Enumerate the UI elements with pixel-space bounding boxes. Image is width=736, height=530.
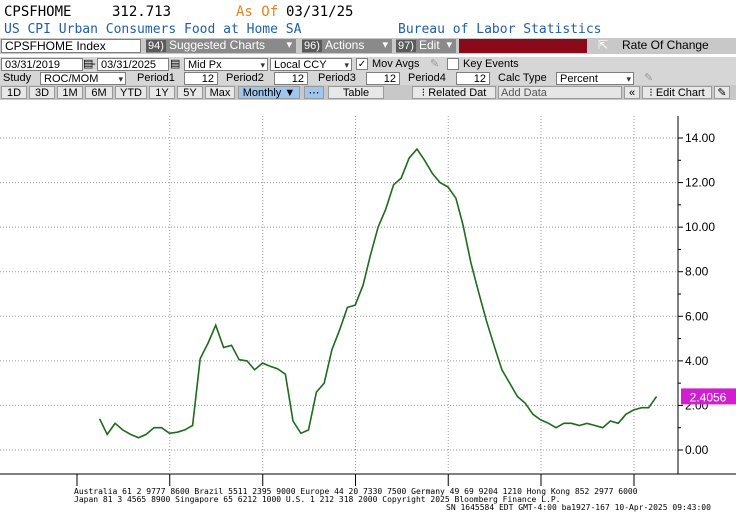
edit-chart-button[interactable]: ⁝ Edit Chart [642,86,712,99]
y-tick-label: 14.00 [685,131,715,145]
external-link-icon[interactable]: ⇱ [598,38,609,52]
rate-of-change-title: Rate Of Change [622,38,709,52]
security-description: US CPI Urban Consumers Food at Home SA [4,22,302,37]
study-controls: Study ROC/MOM Period1 12 Period2 12 Peri… [0,71,736,85]
chevron-down-icon: ▾ [446,39,452,51]
suggested-charts-number: 94) [146,40,166,52]
y-tick-label: 6.00 [685,309,709,323]
table-button[interactable]: Table [328,86,384,99]
y-tick-label: 10.00 [685,220,715,234]
chart-style-button[interactable]: ⋯ [304,86,324,99]
actions-label: Actions [324,38,365,52]
mov-avgs-label: Mov Avgs [372,58,420,70]
end-date-field[interactable]: 03/31/2025 [97,58,169,71]
security-field[interactable]: CPSFHOME Index [1,39,141,53]
range-button-3d[interactable]: 3D [29,86,55,99]
security-header: CPSFHOME 312.713 As Of 03/31/25 US CPI U… [0,0,736,38]
pencil-icon[interactable]: ✎ [430,58,440,70]
currency-select[interactable]: Local CCY [270,58,352,71]
calc-type-select[interactable]: Percent [556,72,634,85]
actions-number: 96) [302,40,322,52]
range-button-1y[interactable]: 1Y [149,86,175,99]
as-of-date: 03/31/25 [286,4,354,20]
y-tick-label: 4.00 [685,354,709,368]
edit-chart-label: Edit Chart [655,87,705,99]
study-select[interactable]: ROC/MOM [40,72,126,85]
period1-input[interactable]: 12 [184,72,218,85]
range-button-1d[interactable]: 1D [1,86,27,99]
add-data-input[interactable]: Add Data [498,86,622,99]
period1-label: Period1 [137,72,175,84]
chevron-down-icon: ▾ [382,39,388,51]
calc-type-label: Calc Type [498,72,547,84]
last-value: 312.713 [112,4,172,20]
double-chevron-left-icon[interactable]: « [624,86,640,99]
series-line[interactable] [98,147,658,439]
y-tick-label: 8.00 [685,265,709,279]
frequency-select[interactable]: Monthly ▼ [238,86,300,99]
edit-number: 97) [396,40,416,52]
calendar-icon[interactable]: ▤ [83,58,94,70]
title-accent-bar [459,39,587,53]
mov-avgs-checkbox[interactable]: ✓ [356,58,368,70]
period2-input[interactable]: 12 [274,72,308,85]
pencil-icon[interactable]: ✎ [644,72,654,84]
range-controls: 1D 3D 1M 6M YTD 1Y 5Y Max Monthly ▼ ⋯ Table ⁝ R… [0,85,736,100]
last-value-badge [681,388,736,405]
key-events-checkbox[interactable] [447,58,459,70]
edit-button[interactable]: 97) Edit ▾ [396,39,456,53]
frequency-label: Monthly [242,87,282,99]
period3-label: Period3 [318,72,356,84]
suggested-charts-button[interactable]: 94) Suggested Charts ▾ [146,39,296,53]
price-field-select[interactable]: Mid Px [184,58,268,71]
footer: Australia 61 2 9777 8600 Brazil 5511 239… [0,486,736,530]
chart-background [0,116,736,500]
data-source: Bureau of Labor Statistics [398,22,602,37]
chevron-down-icon: ▾ [286,39,292,51]
key-events-label: Key Events [463,58,519,70]
toolbar: CPSFHOME Index 94) Suggested Charts ▾ 96… [0,38,736,54]
range-button-6m[interactable]: 6M [85,86,113,99]
range-button-1m[interactable]: 1M [57,86,83,99]
y-tick-label: 12.00 [685,176,715,190]
chart-settings-icon[interactable]: ✎ [714,86,730,99]
footer-contacts-line-2: Japan 81 3 4565 8900 Singapore 65 6212 1… [74,495,561,504]
edit-label: Edit [418,38,440,52]
date-separator: - [92,58,96,70]
y-tick-label: 0.00 [685,443,709,457]
as-of-label: As Of [236,4,279,20]
related-data-button[interactable]: ⁝ Related Dat [412,86,496,99]
date-controls: 03/31/2019 ▤ - 03/31/2025 ▤ Mid Px Local… [0,57,736,71]
period4-label: Period4 [408,72,446,84]
ticker: CPSFHOME [4,4,72,20]
start-date-field[interactable]: 03/31/2019 [1,58,83,71]
range-button-max[interactable]: Max [205,86,235,99]
related-data-label: Related Dat [428,87,487,99]
period4-input[interactable]: 12 [456,72,490,85]
period3-input[interactable]: 12 [366,72,400,85]
rate-of-change-chart[interactable]: 0.002.004.006.008.0010.0012.0014.0020192… [0,102,736,514]
footer-session-line: SN 1645584 EDT GMT-4:00 ba1927-167 10-Ap… [446,503,711,512]
range-button-ytd[interactable]: YTD [115,86,147,99]
actions-button[interactable]: 96) Actions ▾ [302,39,392,53]
calendar-icon[interactable]: ▤ [170,58,181,70]
last-value-label: 2.4056 [690,390,727,404]
footer-contacts-line: Australia 61 2 9777 8600 Brazil 5511 239… [74,487,638,496]
study-label: Study [3,72,32,84]
suggested-charts-label: Suggested Charts [168,38,266,52]
period2-label: Period2 [226,72,264,84]
range-button-5y[interactable]: 5Y [177,86,203,99]
